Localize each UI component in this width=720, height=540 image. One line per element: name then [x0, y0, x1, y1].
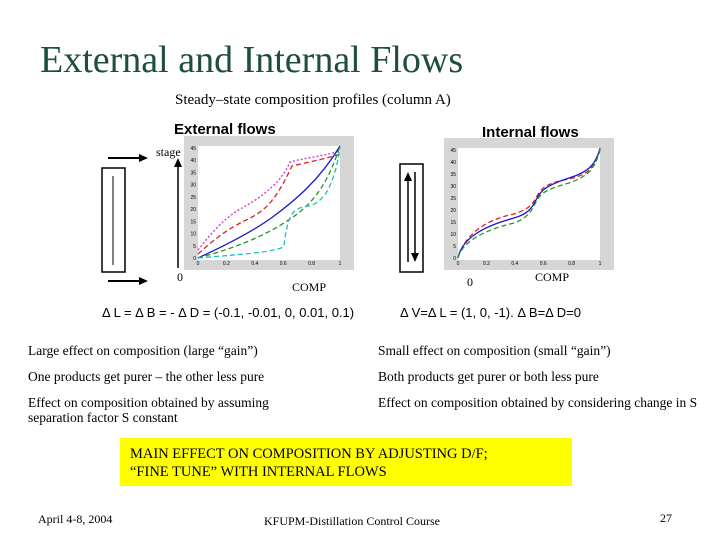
right-point-3: Effect on composition obtained by consid… [378, 395, 698, 410]
internal-equation: Δ V=Δ L = (1, 0, -1). Δ B=Δ D=0 [400, 305, 581, 320]
x-tick-label: 0 [457, 261, 460, 267]
slide-title: External and Internal Flows [40, 39, 464, 81]
internal-profile-plot: 45 40 35 30 25 20 15 10 5 0 0 0.2 0.4 0.6 0.8 1 [444, 138, 614, 270]
x-tick-label: 0.8 [568, 261, 575, 267]
left-point-1: Large effect on composition (large “gain… [28, 343, 258, 358]
stage-label: stage [156, 145, 181, 159]
profile-green [197, 145, 341, 259]
right-point-1: Small effect on composition (small “gain… [378, 343, 611, 358]
profile-blue [457, 147, 601, 259]
external-profile-plot: 45 40 35 30 25 20 15 10 5 0 0 0.2 0.4 0.6 0.8 1 [184, 136, 354, 270]
plot-area [458, 148, 600, 260]
up-arrowhead [404, 172, 412, 181]
x-tick-label: 0.4 [511, 261, 518, 267]
y-tick-label: 30 [190, 183, 196, 189]
y-tick-label: 35 [450, 172, 456, 178]
x-tick-label: 0.2 [483, 261, 490, 267]
x-tick-label: 0.8 [308, 261, 315, 267]
y-tick-label: 5 [453, 244, 456, 250]
profile-green [457, 147, 601, 259]
y-tick-label: 25 [450, 196, 456, 202]
y-tick-label: 40 [190, 158, 196, 164]
y-tick-label: 10 [450, 232, 456, 238]
internal-flows-label: Internal flows [482, 124, 579, 141]
left-point-3: Effect on composition obtained by assumi… [28, 395, 269, 425]
highlight-text: MAIN EFFECT ON COMPOSITION BY ADJUSTING … [130, 445, 488, 481]
y-tick-label: 15 [450, 220, 456, 226]
x-tick-label: 0.4 [251, 261, 258, 267]
y-tick-label: 25 [190, 195, 196, 201]
y-tick-label: 30 [450, 184, 456, 190]
profile-magenta [197, 150, 341, 251]
y-tick-label: 45 [190, 146, 196, 152]
footer-course: KFUPM-Distillation Control Course [264, 514, 441, 528]
highlight-box [120, 438, 572, 486]
x-tick-label: 0.2 [223, 261, 230, 267]
y-tick-label: 35 [190, 170, 196, 176]
external-equation: Δ L = Δ B = - Δ D = (-0.1, -0.01, 0, 0.0… [102, 305, 355, 320]
profile-blue [197, 145, 341, 259]
top-arrowhead [139, 154, 148, 162]
x-tick-label: 0.6 [540, 261, 547, 267]
highlight-line-2: “FINE TUNE” WITH INTERNAL FLOWS [130, 464, 387, 480]
y-tick-label: 5 [193, 244, 196, 250]
highlight-line-1: MAIN EFFECT ON COMPOSITION BY ADJUSTING … [130, 446, 488, 462]
column-outline [399, 163, 424, 273]
y-tick-label: 40 [450, 160, 456, 166]
right-point-2: Both products get purer or both less pur… [378, 369, 599, 384]
x-tick-label: 0.6 [280, 261, 287, 267]
external-zero-label: 0 [177, 270, 183, 284]
page-number: 27 [660, 511, 672, 525]
y-tick-label: 20 [190, 207, 196, 213]
internal-zero-label: 0 [467, 275, 473, 289]
stage-axis-arrowhead [174, 158, 182, 167]
footer-date: April 4-8, 2004 [38, 512, 113, 526]
x-tick-label: 1 [339, 261, 342, 267]
x-tick-label: 0 [197, 261, 200, 267]
y-tick-label: 0 [193, 256, 196, 262]
external-flows-label: External flows [174, 121, 276, 138]
y-tick-label: 10 [190, 232, 196, 238]
bottom-arrowhead [139, 277, 148, 285]
y-tick-label: 15 [190, 219, 196, 225]
external-comp-label: COMP [292, 280, 327, 294]
x-tick-label: 1 [599, 261, 602, 267]
y-tick-label: 0 [453, 256, 456, 262]
profile-red [457, 149, 601, 259]
down-arrowhead [411, 253, 419, 262]
left-point-2: One products get purer – the other less … [28, 369, 265, 384]
slide-subtitle: Steady–state composition profiles (colum… [175, 92, 451, 108]
internal-comp-label: COMP [535, 270, 570, 284]
y-tick-label: 20 [450, 208, 456, 214]
y-tick-label: 45 [450, 148, 456, 154]
